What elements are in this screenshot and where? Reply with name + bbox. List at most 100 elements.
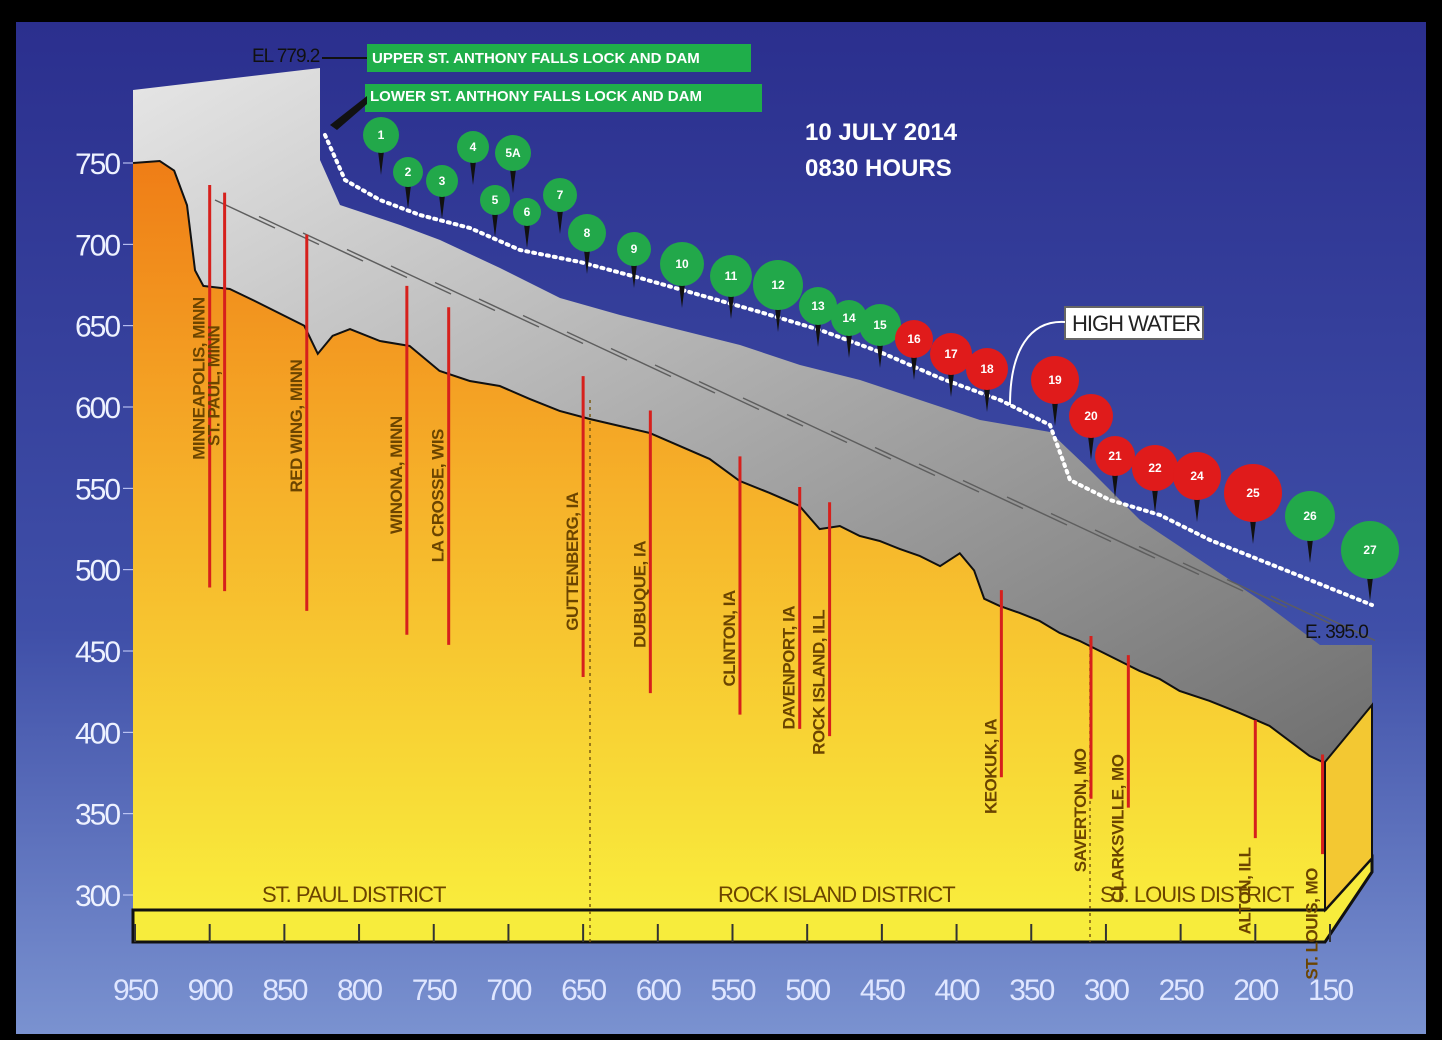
city-label: SAVERTON, MO xyxy=(1071,748,1090,872)
lock-marker xyxy=(930,333,972,375)
report-date: 10 JULY 2014 xyxy=(805,119,958,146)
lock-pointer xyxy=(1307,539,1313,563)
step-edge xyxy=(1094,529,1156,559)
y-tick-label: 450 xyxy=(75,636,120,669)
x-tick-label: 400 xyxy=(935,974,980,1007)
y-tick-label: 500 xyxy=(75,555,120,588)
city-label: DUBUQUE, IA xyxy=(630,541,649,648)
city-label: ROCK ISLAND, ILL xyxy=(810,610,829,755)
x-tick-label: 600 xyxy=(636,974,681,1007)
step-edge xyxy=(566,331,628,361)
x-tick-label: 500 xyxy=(785,974,830,1007)
lock-pointer xyxy=(1250,520,1256,544)
lock-pointer xyxy=(557,210,563,234)
lock-pointer xyxy=(524,224,530,248)
city-label: ALTON, ILL xyxy=(1235,847,1254,934)
lock-marker xyxy=(1132,445,1178,491)
lock-pointer xyxy=(1088,436,1094,460)
city-label: WINONA, MINN xyxy=(387,416,406,534)
lock-marker xyxy=(660,242,704,286)
lock-pointer xyxy=(631,264,637,288)
lock-number: 20 xyxy=(1084,409,1098,423)
x-tick-label: 700 xyxy=(486,974,531,1007)
lock-pointer xyxy=(728,295,734,319)
y-tick-label: 600 xyxy=(75,392,120,425)
district-label-st-paul: ST. PAUL DISTRICT xyxy=(262,882,446,907)
x-tick-label: 750 xyxy=(412,974,457,1007)
step-edge xyxy=(302,232,364,262)
lock-number: 24 xyxy=(1190,469,1204,483)
step-edge xyxy=(1314,611,1376,642)
lock-pointer xyxy=(984,388,990,412)
x-tick-label: 950 xyxy=(113,974,158,1007)
lock-number: 8 xyxy=(584,226,591,240)
x-axis: 950 900 850 800 750 700 650 600 550 500 450 400 350 3… xyxy=(113,974,1355,1007)
city-label: MINNEAPOLIS, MINN xyxy=(190,297,209,460)
x-tick-label: 250 xyxy=(1159,974,1204,1007)
step-edge xyxy=(1226,578,1288,609)
step-edge xyxy=(786,413,848,444)
city-label: ST. LOUIS, MO xyxy=(1303,868,1322,980)
lock-number: 26 xyxy=(1303,509,1317,523)
step-edge xyxy=(962,479,1024,510)
lock-number: 15 xyxy=(873,318,887,332)
x-tick-label: 200 xyxy=(1233,974,1278,1007)
lock-marker xyxy=(799,287,837,325)
step-edge xyxy=(478,298,540,328)
report-time: 0830 HOURS xyxy=(805,155,952,182)
step-edge xyxy=(654,364,716,394)
lock-number: 19 xyxy=(1048,373,1062,387)
city-label: RED WING, MINN xyxy=(287,360,306,493)
lock-marker xyxy=(1069,394,1113,438)
step-edge xyxy=(918,463,980,493)
lower-lock-banner xyxy=(365,84,762,112)
step-lines xyxy=(214,199,1376,642)
step-edge xyxy=(1006,496,1068,526)
lock-number: 11 xyxy=(725,269,738,283)
lower-lock-pointer xyxy=(330,96,367,130)
lock-marker xyxy=(513,198,541,226)
lock-pointer xyxy=(1112,474,1118,498)
lock-marker xyxy=(393,157,423,187)
x-tick-label: 900 xyxy=(188,974,233,1007)
lock-marker xyxy=(543,178,577,212)
high-water-label: HIGH WATER xyxy=(1072,311,1200,336)
x-tick-label: 800 xyxy=(337,974,382,1007)
high-water-callout xyxy=(1064,306,1204,340)
lock-number: 12 xyxy=(771,278,785,292)
x-tick-label: 550 xyxy=(710,974,755,1007)
lock-pointer xyxy=(439,195,445,219)
upper-lock-banner xyxy=(367,44,751,72)
lock-number: 4 xyxy=(470,140,477,154)
step-edge xyxy=(830,430,892,460)
lock-pointer xyxy=(815,323,821,347)
lock-number: 6 xyxy=(524,205,531,219)
step-edge xyxy=(698,380,760,411)
lock-marker xyxy=(1173,452,1221,500)
x-tick-label: 650 xyxy=(561,974,606,1007)
step-edge xyxy=(1138,545,1200,576)
lock-number: 25 xyxy=(1246,486,1260,500)
step-edge xyxy=(522,314,584,345)
lock-number: 9 xyxy=(631,242,638,256)
y-tick-label: 700 xyxy=(75,229,120,262)
lock-number: 5A xyxy=(505,146,521,160)
lock-pointer xyxy=(679,284,685,308)
lock-marker xyxy=(480,185,510,215)
lock-marker xyxy=(753,260,803,310)
lock-pointer xyxy=(846,334,852,358)
lock-number: 7 xyxy=(557,188,564,202)
step-edge xyxy=(1270,595,1332,625)
lock-pointer xyxy=(584,250,590,274)
side-face xyxy=(1324,702,1373,913)
base-ticks xyxy=(134,924,1331,942)
lock-marker xyxy=(831,300,867,336)
top-elevation-label: EL 779.2 xyxy=(252,46,320,67)
lock-number: 10 xyxy=(675,257,689,271)
lock-pointer xyxy=(1052,402,1058,426)
lock-pointer xyxy=(405,185,411,209)
lock-marker xyxy=(859,304,901,346)
lock-pointer xyxy=(948,373,954,397)
city-label: DAVENPORT, IA xyxy=(780,606,799,730)
step-edge xyxy=(610,347,672,378)
